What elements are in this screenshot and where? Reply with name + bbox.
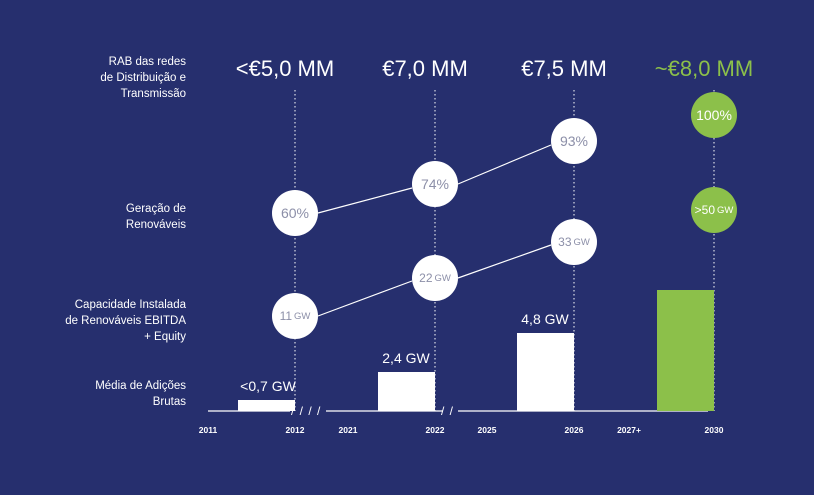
renewables-share-circle: 60% <box>272 190 318 236</box>
year-label: 2012 <box>285 425 305 435</box>
capacity-circle: 11 GW <box>272 293 318 339</box>
row-label-renewables: Geração de Renováveis <box>125 203 186 231</box>
axis-break-mark: / / <box>441 404 455 418</box>
capacity-unit: GW <box>573 236 590 248</box>
capacity-trend-line <box>457 244 552 279</box>
year-label: 2022 <box>425 425 445 435</box>
renewables-share-circle: 74% <box>412 161 458 207</box>
row-label-additions: Média de Adições Brutas <box>95 380 186 408</box>
additions-bar <box>238 399 295 411</box>
year-label: 2021 <box>338 425 358 435</box>
capacity-value: 22 <box>419 271 433 285</box>
rab-value: ~€8,0 MM <box>654 56 754 81</box>
additions-bar <box>517 333 574 411</box>
capacity-circle: 33 GW <box>551 219 597 265</box>
capacity-trend-line <box>317 280 413 317</box>
renewables-share-circle: 93% <box>551 118 597 164</box>
row-label-ebitda: Capacidade Instalada de Renováveis EBITD… <box>65 299 186 343</box>
additions-label: 4,8 GW <box>521 311 569 328</box>
additions-label: 2,4 GW <box>382 350 430 367</box>
capacity-unit: GW <box>717 204 734 216</box>
renewables-share-circle: 100% <box>691 92 737 138</box>
additions-bar <box>657 289 714 411</box>
year-label: 2025 <box>477 425 497 435</box>
capacity-circle: >50 GW <box>691 187 737 233</box>
capacity-value: >50 <box>694 203 715 217</box>
additions-label: <0,7 GW <box>240 377 296 394</box>
capacity-unit: GW <box>294 310 311 322</box>
year-label: 2027+ <box>617 425 641 435</box>
axis-break-mark: / / / / <box>291 404 322 418</box>
renewables-trend-line <box>317 187 413 214</box>
row-label-rab: RAB das redes de Distribuição e Transmis… <box>100 56 186 100</box>
year-label: 2011 <box>198 425 218 435</box>
capacity-circle: 22 GW <box>412 255 458 301</box>
capacity-unit: GW <box>434 272 451 284</box>
rab-value: €7,5 MM <box>521 56 607 81</box>
capacity-value: 33 <box>558 235 572 249</box>
year-label: 2030 <box>704 425 724 435</box>
rab-value: <€5,0 MM <box>235 56 335 81</box>
rab-value: €7,0 MM <box>382 56 468 81</box>
renewables-trend-line <box>457 144 552 185</box>
additions-bar <box>378 372 435 411</box>
capacity-value: 11 <box>279 309 293 323</box>
year-label: 2026 <box>564 425 584 435</box>
